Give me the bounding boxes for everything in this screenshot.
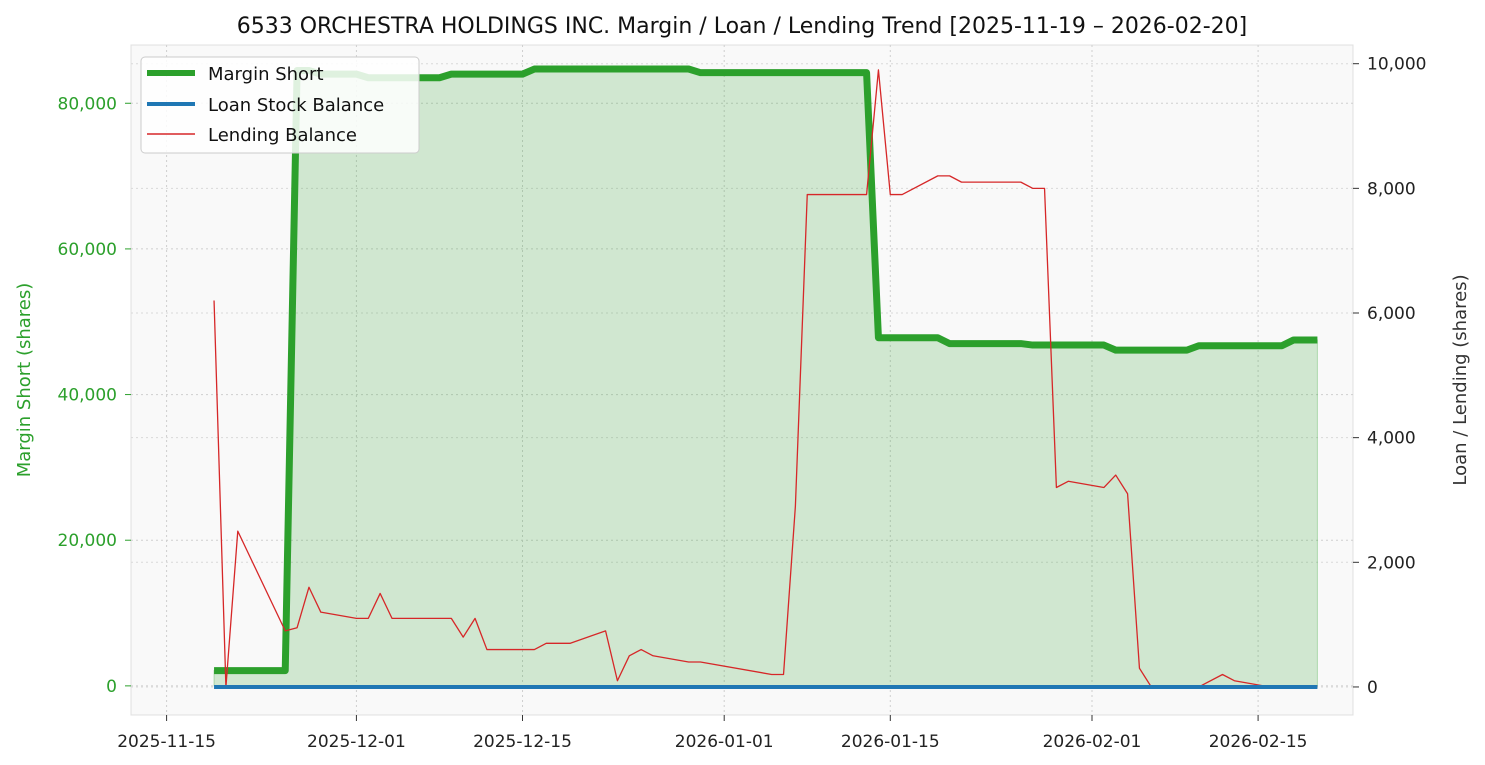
x-tick-label: 2026-01-01	[675, 732, 774, 752]
legend-box	[140, 56, 420, 154]
y-left-tick-label: 0	[106, 677, 117, 697]
legend-label-margin-short: Margin Short	[208, 64, 324, 85]
x-tick-label: 2026-01-15	[841, 732, 940, 752]
y-right-tick-label: 6,000	[1367, 304, 1416, 324]
legend-label-lending-balance: Lending Balance	[208, 125, 357, 146]
chart-title: 6533 ORCHESTRA HOLDINGS INC. Margin / Lo…	[237, 14, 1248, 39]
x-axis: 2025-11-15 2025-12-01 2025-12-15 2026-01-01…	[117, 715, 1307, 752]
y-axis-left-label: Margin Short (shares)	[14, 283, 35, 478]
x-tick-label: 2025-12-15	[473, 732, 572, 752]
y-right-tick-label: 8,000	[1367, 179, 1416, 199]
y-right-tick-label: 0	[1367, 678, 1378, 698]
y-right-tick-label: 4,000	[1367, 429, 1416, 449]
y-left-tick-label: 20,000	[58, 531, 117, 551]
x-tick-label: 2026-02-01	[1043, 732, 1142, 752]
y-left-tick-label: 60,000	[58, 240, 117, 260]
plot-area	[130, 44, 1354, 716]
x-tick-label: 2025-12-01	[307, 732, 406, 752]
y-axis-left: 0 20,000 40,000 60,000 80,000	[58, 94, 131, 697]
legend: Margin Short Loan Stock Balance Lending …	[140, 56, 420, 154]
x-tick-label: 2025-11-15	[117, 732, 216, 752]
y-right-tick-label: 10,000	[1367, 55, 1426, 75]
y-left-tick-label: 40,000	[58, 386, 117, 406]
y-left-tick-label: 80,000	[58, 94, 117, 114]
y-axis-right-label: Loan / Lending (shares)	[1450, 274, 1471, 485]
lending-balance-line	[213, 69, 1318, 688]
legend-label-loan-stock-balance: Loan Stock Balance	[208, 95, 384, 116]
y-axis-right: 0 2,000 4,000 6,000 8,000 10,000	[1353, 55, 1426, 698]
x-tick-label: 2026-02-15	[1209, 732, 1308, 752]
y-right-tick-label: 2,000	[1367, 553, 1416, 573]
